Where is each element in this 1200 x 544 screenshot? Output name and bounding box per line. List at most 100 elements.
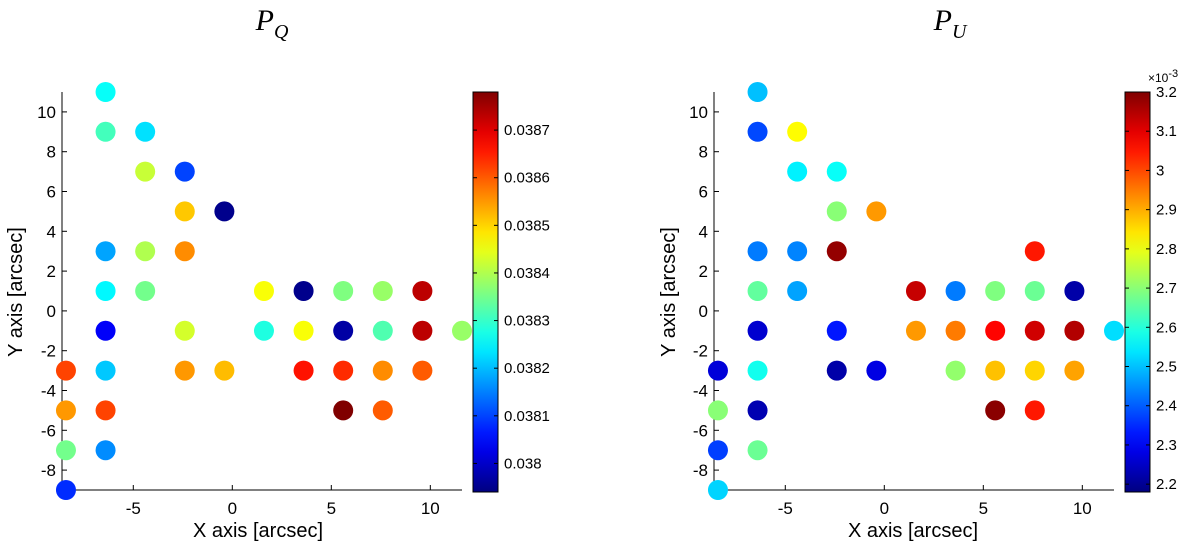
x-tick-label: 5: [979, 499, 988, 518]
data-point: [372, 281, 393, 301]
data-point: [945, 360, 966, 381]
y-tick-label: 10: [37, 103, 56, 122]
data-point: [826, 360, 847, 381]
y-tick-label: -8: [41, 461, 56, 480]
colorbar-tick-label: 0.0382: [504, 360, 550, 377]
x-tick-label: 10: [421, 499, 440, 518]
data-point: [55, 480, 76, 500]
data-point: [707, 440, 728, 461]
y-tick-label: 2: [699, 262, 708, 281]
y-tick-label: 0: [47, 302, 56, 321]
y-tick-label: 0: [699, 302, 708, 321]
data-point: [866, 360, 887, 381]
data-point: [905, 281, 926, 301]
data-point: [372, 320, 393, 341]
colorbar: [472, 91, 499, 493]
data-point: [747, 241, 768, 262]
data-point: [55, 440, 76, 461]
data-point: [826, 241, 847, 262]
data-point: [985, 400, 1006, 421]
data-point: [135, 161, 156, 182]
data-point: [452, 320, 472, 341]
y-tick-label: 6: [699, 183, 708, 202]
data-point: [214, 201, 235, 222]
y-tick-label: -2: [693, 342, 708, 361]
data-point: [333, 320, 354, 341]
data-point: [747, 82, 768, 102]
x-axis-title: X axis [arcsec]: [193, 520, 323, 542]
x-axis-title: X axis [arcsec]: [848, 520, 978, 542]
colorbar-tick-label: 2.6: [1156, 319, 1177, 336]
y-tick-label: 6: [47, 183, 56, 202]
colorbar: [1124, 91, 1151, 493]
x-tick-label: -5: [126, 499, 141, 518]
data-point: [866, 201, 887, 222]
y-tick-label: -6: [693, 421, 708, 440]
data-point: [787, 241, 808, 262]
data-point: [412, 320, 433, 341]
x-tick-label: 10: [1073, 499, 1092, 518]
data-point: [293, 320, 314, 341]
data-point: [95, 360, 116, 381]
data-point: [707, 480, 728, 500]
data-point: [333, 281, 354, 301]
colorbar-exponent-label: ×10-3: [1148, 68, 1178, 85]
data-point: [253, 281, 274, 301]
colorbar-exponent-power: -3: [1168, 68, 1178, 80]
data-point: [905, 320, 926, 341]
colorbar-tick-label: 0.038: [504, 455, 542, 472]
data-point: [174, 201, 195, 222]
data-point: [747, 400, 768, 421]
data-point: [1104, 320, 1124, 341]
data-point: [707, 360, 728, 381]
x-tick-label: 0: [880, 499, 889, 518]
data-point: [174, 241, 195, 262]
data-point: [826, 320, 847, 341]
x-tick-label: 5: [327, 499, 336, 518]
x-tick-label: -5: [778, 499, 793, 518]
data-point: [1064, 281, 1085, 301]
data-point: [95, 82, 116, 102]
data-point: [95, 400, 116, 421]
data-point: [95, 121, 116, 142]
data-point: [174, 320, 195, 341]
chart-title: PQ: [255, 4, 289, 43]
colorbar-tick-label: 2.4: [1156, 398, 1177, 415]
data-point: [826, 161, 847, 182]
data-point: [95, 320, 116, 341]
data-point: [135, 281, 156, 301]
data-point: [293, 360, 314, 381]
data-point: [707, 400, 728, 421]
colorbar-tick-label: 2.2: [1156, 476, 1177, 493]
colorbar-tick-label: 2.8: [1156, 241, 1177, 258]
colorbar-tick-label: 3.2: [1156, 84, 1177, 101]
y-axis-title: Y axis [arcsec]: [5, 227, 27, 357]
data-point: [826, 201, 847, 222]
data-point: [95, 241, 116, 262]
data-point: [985, 360, 1006, 381]
data-point: [787, 121, 808, 142]
data-point: [1024, 400, 1045, 421]
colorbar-tick-label: 0.0387: [504, 122, 550, 139]
data-point: [945, 320, 966, 341]
y-tick-label: 10: [689, 103, 708, 122]
data-point: [95, 440, 116, 461]
panel-pq: PQ -5 0 5 10 -8 -6 -4 -2 0 2 4 6 8 10 X axis [arcsec] Y …: [5, 4, 550, 542]
y-tick-label: 8: [699, 143, 708, 162]
panel-pu: PU -5 0 5 10 -8 -6 -4 -2 0 2 4 6 8 10 X axis [arcsec] Y …: [658, 4, 1178, 542]
colorbar-tick-label: 2.7: [1156, 280, 1177, 297]
data-point: [1024, 281, 1045, 301]
y-tick-label: 4: [699, 222, 708, 241]
colorbar-tick-label: 0.0384: [504, 265, 550, 282]
colorbar-tick-label: 3.1: [1156, 123, 1177, 140]
data-point: [95, 281, 116, 301]
y-tick-label: -4: [693, 382, 708, 401]
data-point: [985, 320, 1006, 341]
colorbar-tick-label: 3: [1156, 162, 1164, 179]
data-point: [747, 320, 768, 341]
data-point: [945, 281, 966, 301]
colorbar-tick-label: 0.0385: [504, 217, 550, 234]
data-point: [747, 281, 768, 301]
data-point: [787, 281, 808, 301]
data-point: [747, 121, 768, 142]
